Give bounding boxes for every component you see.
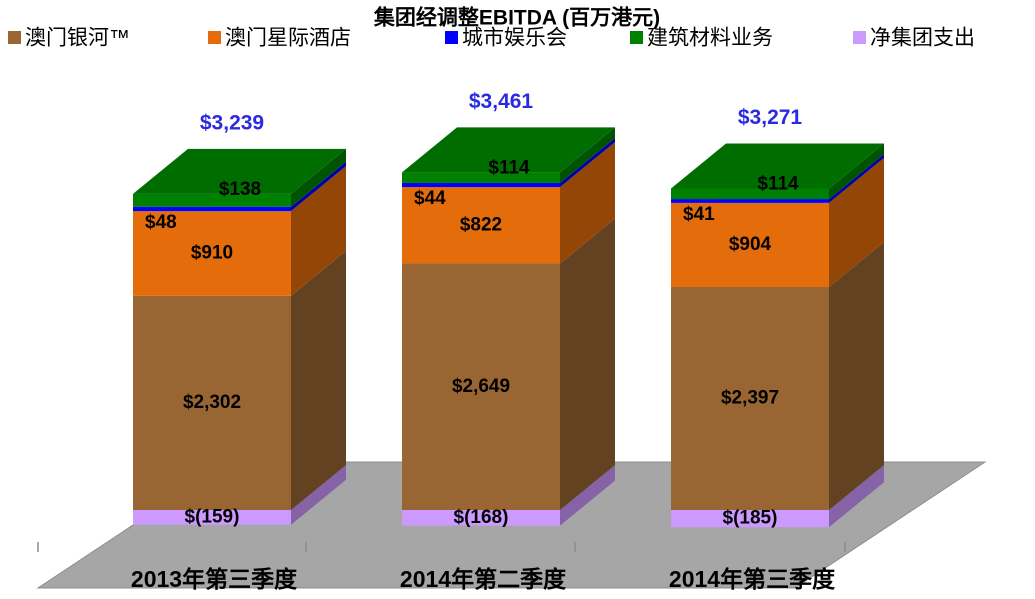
- bar-side: [291, 148, 346, 207]
- bar-side: [829, 465, 884, 528]
- data-label: $822: [460, 214, 502, 235]
- bar-side: [560, 142, 615, 264]
- bar: [133, 295, 291, 510]
- legend-label: 城市娱乐会: [462, 27, 567, 50]
- bar-side: [291, 465, 346, 525]
- data-label: $2,302: [183, 392, 241, 413]
- bar-top: [133, 148, 346, 194]
- bar: [402, 263, 560, 510]
- bar-top: [402, 127, 615, 173]
- bar: [402, 182, 560, 188]
- bar: [133, 510, 291, 525]
- data-label: $138: [219, 179, 261, 200]
- floor-ticks: [37, 542, 846, 552]
- total-label: $3,271: [738, 106, 803, 129]
- data-label: $41: [683, 204, 715, 225]
- bar: [402, 510, 560, 526]
- data-label: $114: [488, 157, 530, 178]
- bar-side: [829, 154, 884, 203]
- legend-label: 净集团支出: [870, 27, 975, 50]
- data-label: $2,397: [721, 388, 779, 409]
- bar-side: [560, 127, 615, 183]
- data-label: $(159): [185, 506, 240, 527]
- x-tick-label: 2013年第三季度: [131, 566, 298, 592]
- bar: [671, 286, 829, 510]
- bar: [402, 187, 560, 264]
- legend-label: 澳门星际酒店: [225, 27, 351, 50]
- data-label: $(168): [454, 507, 509, 528]
- data-label: $114: [757, 173, 799, 194]
- legend-swatch: [630, 31, 643, 44]
- bar-side: [829, 241, 884, 511]
- total-label: $3,239: [200, 111, 264, 134]
- legend-swatch: [8, 31, 21, 44]
- bar-side: [291, 166, 346, 296]
- data-label: $44: [414, 188, 446, 209]
- data-label: $904: [729, 234, 772, 255]
- bar-side: [291, 161, 346, 212]
- bar: [671, 202, 829, 287]
- bar: [133, 193, 291, 207]
- legend-swatch: [208, 31, 221, 44]
- bar: [671, 199, 829, 203]
- bar-side: [829, 157, 884, 287]
- bar: [133, 211, 291, 296]
- bar-side: [829, 143, 884, 200]
- data-label: $910: [191, 243, 233, 264]
- bar: [133, 206, 291, 212]
- bar-side: [291, 250, 346, 510]
- data-label: $48: [145, 212, 177, 233]
- x-tick-label: 2014年第三季度: [669, 566, 836, 592]
- bar-side: [560, 465, 615, 526]
- bar-side: [560, 137, 615, 188]
- bar-side: [560, 218, 615, 511]
- data-label: $(185): [723, 508, 778, 529]
- bar-top: [671, 143, 884, 189]
- data-label: $2,649: [452, 376, 510, 397]
- total-label: $3,461: [469, 90, 534, 113]
- bar: [671, 188, 829, 200]
- legend-label: 建筑材料业务: [647, 27, 773, 50]
- chart-title: 集团经调整EBITDA (百万港元): [373, 6, 660, 30]
- bar: [671, 510, 829, 528]
- legend-swatch: [853, 31, 866, 44]
- legend-swatch: [445, 31, 458, 44]
- x-tick-label: 2014年第二季度: [400, 566, 567, 592]
- bar: [402, 172, 560, 183]
- legend-label: 澳门银河™: [25, 27, 130, 50]
